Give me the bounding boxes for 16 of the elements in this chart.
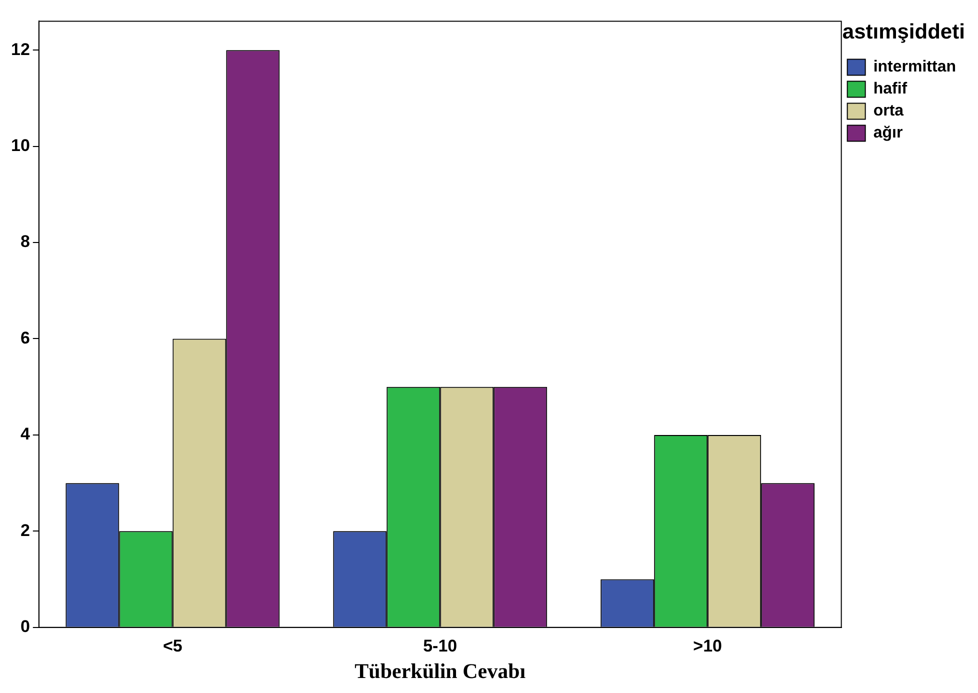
x-axis-title: Tüberkülin Cevabı (354, 658, 526, 683)
x-tick-label: 5-10 (423, 636, 458, 656)
y-tick-label: 0 (20, 617, 30, 636)
legend-label: ağır (873, 124, 903, 142)
y-tick-label: 8 (20, 232, 30, 252)
y-tick-label: 2 (20, 520, 30, 540)
legend-label: hafif (873, 80, 908, 98)
x-tick-label: <5 (162, 636, 182, 656)
legend-label: intermittan (873, 58, 956, 76)
y-tick-label: 10 (10, 136, 30, 155)
y-tick-label: 12 (10, 40, 30, 59)
x-tick-label: >10 (693, 636, 722, 656)
y-tick-label: 6 (20, 328, 30, 348)
y-tick-label: 4 (20, 424, 30, 444)
legend-label: orta (873, 102, 904, 120)
legend-title: astımşiddeti (842, 20, 965, 44)
